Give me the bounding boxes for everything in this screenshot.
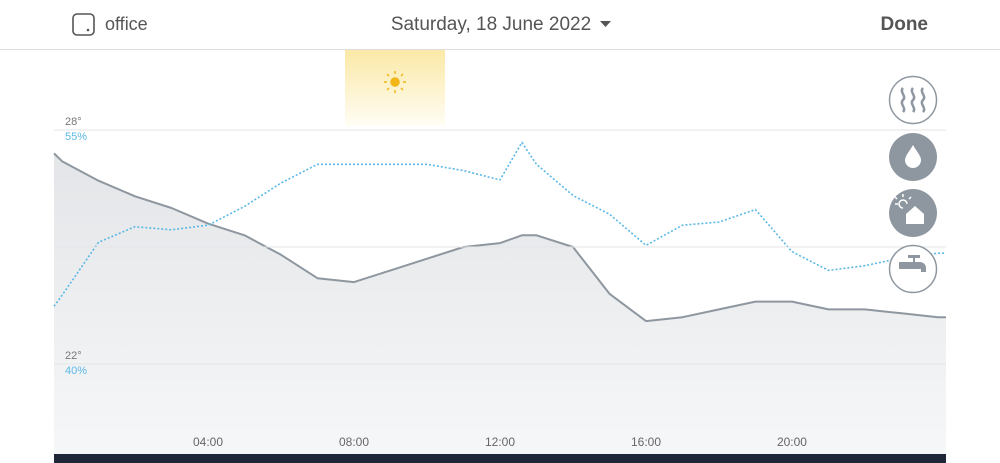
- y-tick-label: 22°: [65, 350, 82, 362]
- temperature-area: [54, 153, 946, 454]
- humidity-line: [53, 141, 946, 307]
- temperature-line: [53, 152, 946, 323]
- date-caret[interactable]: [600, 21, 611, 27]
- water-button[interactable]: [888, 244, 938, 294]
- light-button[interactable]: [889, 189, 937, 237]
- date[interactable]: Saturday, 18 June 2022: [391, 14, 591, 35]
- room-name[interactable]: office: [105, 14, 148, 34]
- sun-icon: [384, 71, 406, 93]
- y-tick-label: 28°: [65, 116, 82, 128]
- chart: 28° 22° 55% 40% 04:00 08:00 12:00 16:00 20:00: [53, 116, 946, 454]
- y2-tick-label: 55%: [65, 131, 87, 143]
- humidity-button[interactable]: [889, 133, 937, 181]
- x-tick-label: 20:00: [777, 435, 807, 449]
- x-tick-label: 16:00: [631, 435, 661, 449]
- y2-tick-label: 40%: [65, 365, 87, 377]
- done-button[interactable]: Done: [881, 14, 929, 35]
- daylight-band: [345, 50, 445, 126]
- x-tick-label: 04:00: [193, 435, 223, 449]
- x-tick-label: 08:00: [339, 435, 369, 449]
- timeline-bar: [54, 454, 946, 463]
- room-icon[interactable]: [72, 13, 95, 36]
- heating-button[interactable]: [888, 75, 938, 125]
- x-tick-label: 12:00: [485, 435, 515, 449]
